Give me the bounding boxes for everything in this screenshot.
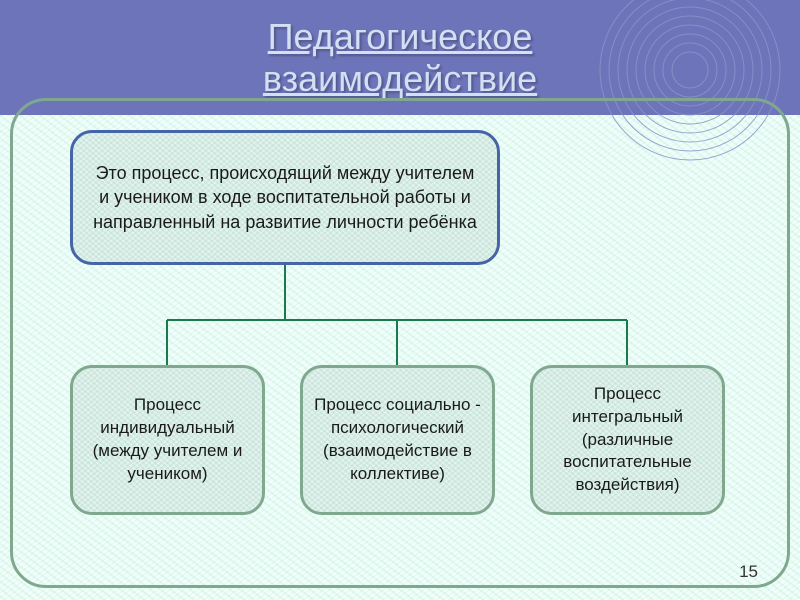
child-box-2: Процесс социально - психологический (вза… [300,365,495,515]
page-number: 15 [739,562,758,582]
child-box-1: Процесс индивидуальный (между учителем и… [70,365,265,515]
child-text-3: Процесс интегральный (различные воспитат… [543,383,712,498]
definition-box: Это процесс, происходящий между учителем… [70,130,500,265]
title-line-1: Педагогическое [268,16,533,57]
child-text-2: Процесс социально - психологический (вза… [313,394,482,486]
child-box-3: Процесс интегральный (различные воспитат… [530,365,725,515]
child-text-1: Процесс индивидуальный (между учителем и… [83,394,252,486]
title-line-2: взаимодействие [263,58,537,99]
definition-text: Это процесс, происходящий между учителем… [91,161,479,234]
